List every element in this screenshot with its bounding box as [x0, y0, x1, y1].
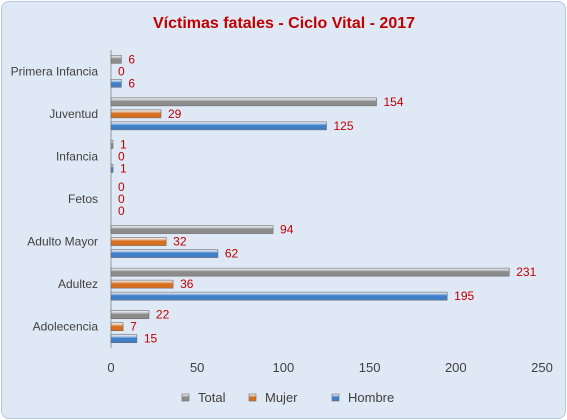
data-label-total-adulto-mayor: 94	[280, 223, 294, 237]
bar-hombre-adulto-mayor	[110, 249, 219, 258]
category-label-adulto-mayor: Adulto Mayor	[27, 235, 98, 249]
category-label-adultez: Adultez	[58, 277, 98, 291]
bar-hombre-adultez	[110, 291, 448, 301]
data-label-total-primera-infancia: 6	[128, 52, 135, 66]
data-label-mujer-juventud: 29	[168, 107, 182, 121]
legend-label-mujer: Mujer	[265, 390, 298, 405]
data-label-hombre-infancia: 1	[120, 161, 127, 175]
data-label-total-infancia: 1	[120, 137, 127, 151]
bar-hombre-juventud	[110, 121, 327, 131]
data-label-hombre-juventud: 125	[334, 119, 354, 133]
data-label-total-juventud: 154	[383, 95, 403, 109]
x-tick-label-150: 150	[359, 360, 381, 375]
category-label-fetos: Fetos	[68, 192, 98, 206]
category-label-infancia: Infancia	[56, 149, 98, 163]
x-tick-label-50: 50	[190, 360, 204, 375]
bar-total-adulto-mayor	[110, 225, 274, 234]
x-tick-label-250: 250	[531, 360, 553, 375]
category-label-juventud: Juventud	[49, 107, 98, 121]
bar-hombre-infancia	[110, 164, 114, 173]
legend-label-hombre: Hombre	[348, 390, 394, 405]
data-label-hombre-primera-infancia: 6	[128, 76, 135, 90]
x-tick-label-200: 200	[445, 360, 467, 375]
bar-total-primera-infancia	[110, 54, 122, 64]
data-label-mujer-infancia: 0	[118, 149, 125, 163]
data-label-mujer-adulto-mayor: 32	[173, 235, 187, 249]
data-label-hombre-fetos: 0	[118, 204, 125, 218]
data-label-mujer-primera-infancia: 0	[118, 64, 125, 78]
data-label-hombre-adulto-mayor: 62	[225, 247, 239, 261]
data-label-total-adultez: 231	[516, 265, 536, 279]
bar-mujer-adulto-mayor	[110, 237, 167, 246]
bar-mujer-adultez	[110, 279, 174, 289]
bar-hombre-adolecencia	[110, 334, 138, 344]
data-label-mujer-adultez: 36	[180, 277, 194, 291]
x-tick-label-100: 100	[273, 360, 295, 375]
category-label-adolecencia: Adolecencia	[33, 320, 99, 334]
bar-mujer-adolecencia	[110, 322, 124, 332]
data-label-hombre-adultez: 195	[454, 289, 474, 303]
bar-total-adultez	[110, 267, 510, 277]
x-tick-label-0: 0	[107, 360, 114, 375]
data-label-mujer-fetos: 0	[118, 192, 125, 206]
data-label-total-adolecencia: 22	[156, 308, 170, 322]
bar-total-infancia	[110, 140, 114, 149]
legend-swatch-hombre	[331, 393, 340, 402]
category-label-primera-infancia: Primera Infancia	[11, 64, 99, 78]
data-label-total-fetos: 0	[118, 180, 125, 194]
bar-hombre-primera-infancia	[110, 78, 122, 88]
legend-swatch-mujer	[248, 393, 257, 402]
bar-total-juventud	[110, 97, 377, 107]
legend-swatch-total	[181, 393, 190, 402]
data-label-mujer-adolecencia: 7	[130, 320, 137, 334]
bar-total-adolecencia	[110, 310, 150, 320]
bar-mujer-juventud	[110, 109, 162, 119]
data-label-hombre-adolecencia: 15	[144, 332, 158, 346]
chart-title: Víctimas fatales - Ciclo Vital - 2017	[153, 15, 415, 32]
legend-label-total: Total	[198, 390, 226, 405]
